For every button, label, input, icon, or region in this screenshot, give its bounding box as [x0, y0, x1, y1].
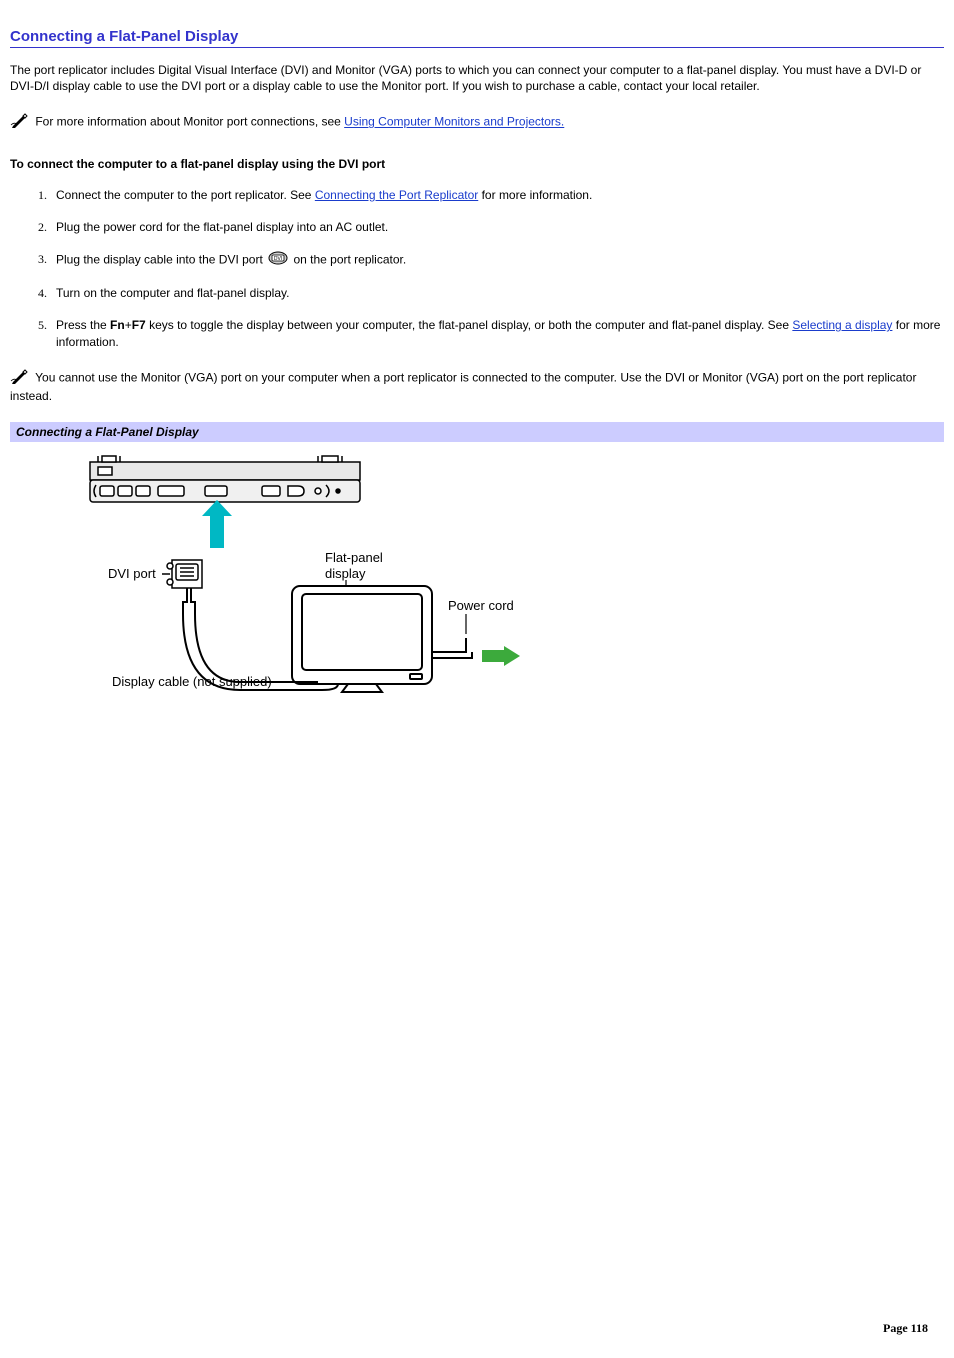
svg-text:display: display	[325, 566, 366, 581]
svg-text:Display cable (not supplied): Display cable (not supplied)	[112, 674, 272, 689]
note1-link[interactable]: Using Computer Monitors and Projectors.	[344, 115, 564, 129]
step5-plus: +	[125, 318, 132, 332]
section-title: Connecting a Flat-Panel Display	[10, 28, 944, 48]
step3-text-b: on the port replicator.	[290, 252, 406, 266]
pencil-note-icon	[10, 368, 30, 388]
page-number: Page 118	[883, 1321, 928, 1336]
step1-text-a: Connect the computer to the port replica…	[56, 188, 315, 202]
step5-fn-key: Fn	[110, 318, 125, 332]
steps-list: Connect the computer to the port replica…	[38, 187, 944, 350]
step5-text-a: Press the	[56, 318, 110, 332]
pencil-note-icon	[10, 112, 30, 132]
dvi-port-icon: DVI	[268, 251, 288, 269]
connection-diagram: DVI port Flat-panel display	[70, 452, 944, 715]
note2-text: You cannot use the Monitor (VGA) port on…	[10, 370, 916, 403]
diagram-caption: Connecting a Flat-Panel Display	[10, 422, 944, 442]
note-info-2: You cannot use the Monitor (VGA) port on…	[10, 368, 944, 404]
step-2: Plug the power cord for the flat-panel d…	[50, 219, 944, 235]
step5-f7-key: F7	[132, 318, 146, 332]
step-3: Plug the display cable into the DVI port…	[50, 251, 944, 269]
note-info-1: For more information about Monitor port …	[10, 112, 944, 132]
step-5: Press the Fn+F7 keys to toggle the displ…	[50, 317, 944, 349]
steps-heading: To connect the computer to a flat-panel …	[10, 157, 944, 171]
svg-text:Power cord: Power cord	[448, 598, 514, 613]
step-1: Connect the computer to the port replica…	[50, 187, 944, 203]
step1-text-b: for more information.	[478, 188, 592, 202]
step5-text-b: keys to toggle the display between your …	[146, 318, 793, 332]
dvi-port-label: DVI port	[108, 566, 156, 581]
intro-paragraph: The port replicator includes Digital Vis…	[10, 62, 944, 94]
svg-text:Flat-panel: Flat-panel	[325, 550, 383, 565]
note1-text: For more information about Monitor port …	[35, 115, 344, 129]
step1-link[interactable]: Connecting the Port Replicator	[315, 188, 478, 202]
step5-link[interactable]: Selecting a display	[792, 318, 892, 332]
step-4: Turn on the computer and flat-panel disp…	[50, 285, 944, 301]
svg-text:DVI: DVI	[274, 256, 282, 262]
step3-text-a: Plug the display cable into the DVI port	[56, 252, 266, 266]
